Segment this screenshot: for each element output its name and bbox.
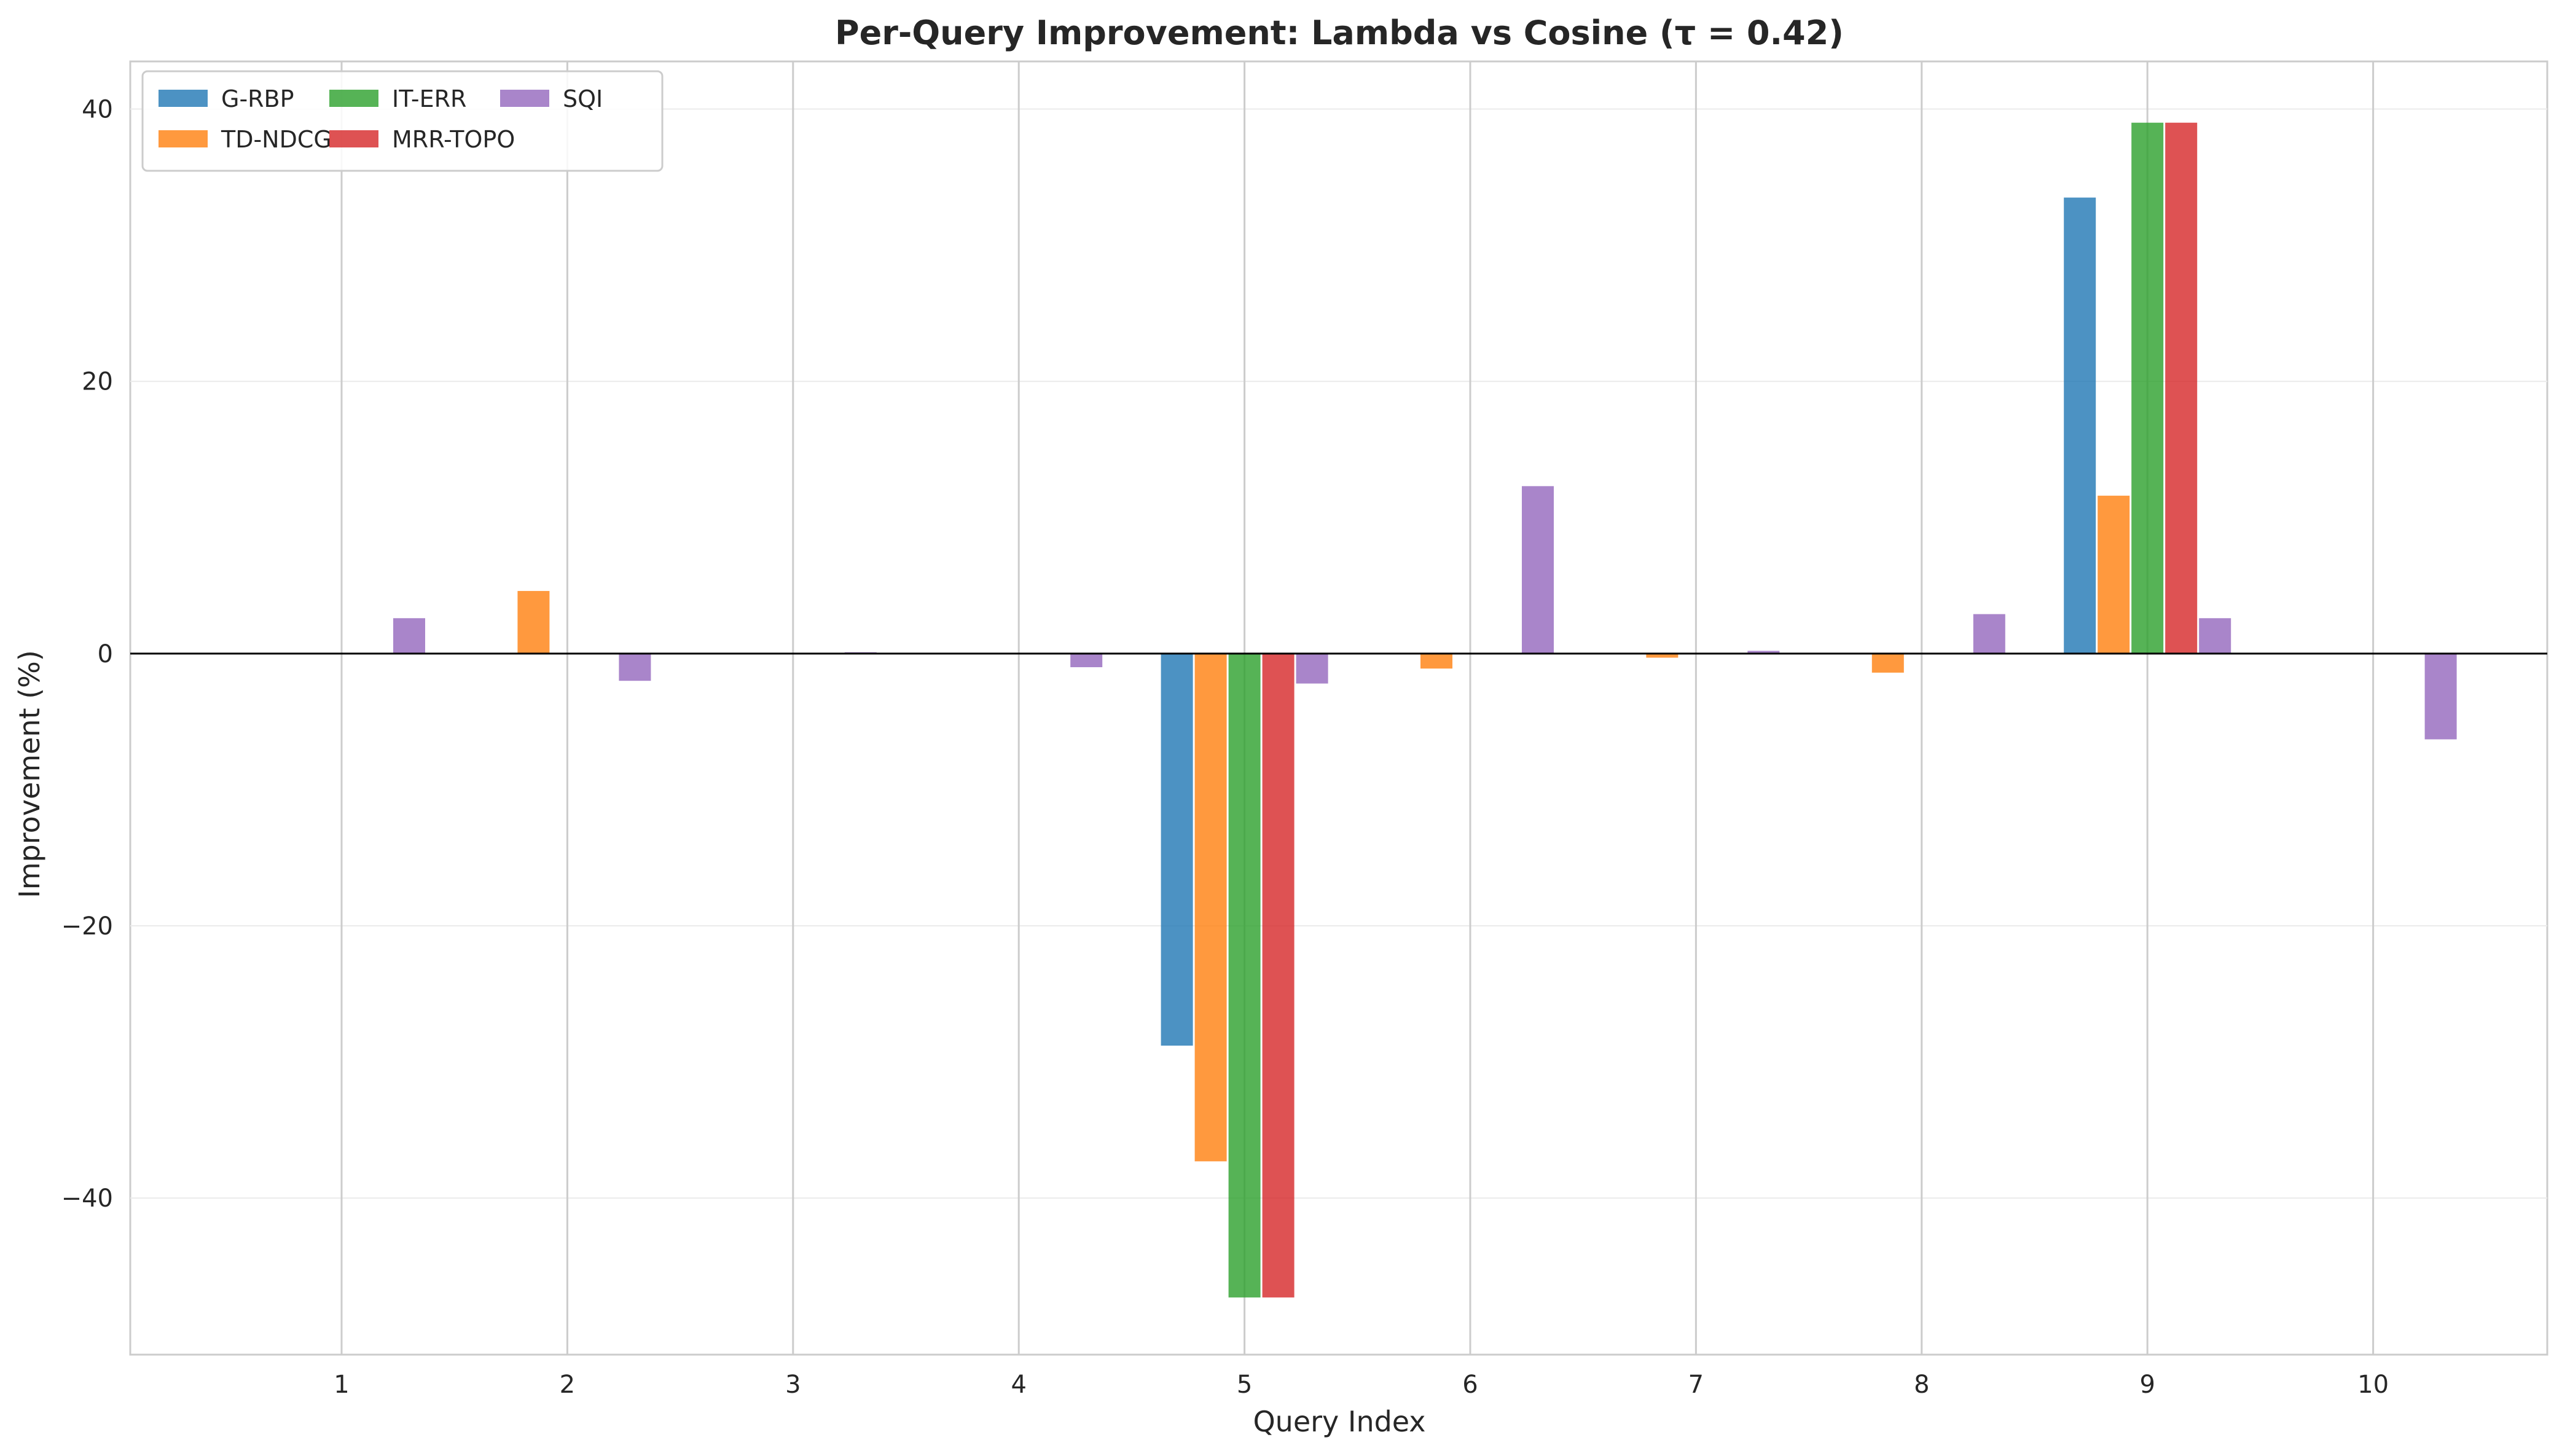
bar [1973,614,2005,654]
series-g-rbp [1161,197,2096,1046]
y-tick-label: 0 [98,640,113,668]
bar [1747,651,1780,654]
legend-label: TD-NDCG [221,126,332,153]
legend-item: IT-ERR [329,85,466,112]
series-sqi [393,486,2457,740]
legend-item: MRR-TOPO [329,126,515,153]
x-tick-label: 1 [334,1371,349,1399]
legend-item: SQI [500,85,603,112]
bar [2199,618,2231,654]
x-tick-label: 3 [785,1371,801,1399]
x-tick-label: 4 [1011,1371,1026,1399]
series-td-ndcg [517,495,2130,1162]
y-tick-label: −40 [61,1184,113,1213]
x-tick-label: 7 [1688,1371,1704,1399]
legend-swatch [500,90,549,107]
bar [1646,653,1679,658]
x-axis-label: Query Index [1253,1405,1425,1438]
legend-label: G-RBP [221,85,294,112]
legend: G-RBP TD-NDCG IT-ERR MRR-TOPO SQI [141,70,664,172]
bar [1420,653,1452,669]
x-tick-label: 5 [1237,1371,1252,1399]
bar [1194,653,1227,1162]
bar [1161,653,1193,1046]
bar [1262,653,1295,1297]
bar [2131,122,2164,654]
bar [2098,495,2130,654]
bar [2424,653,2457,740]
bar [2064,197,2096,654]
legend-item: TD-NDCG [159,126,332,153]
y-tick-label: −20 [61,912,113,941]
bar [619,653,651,681]
legend-swatch [159,90,208,107]
series-mrr-topo [1262,122,2198,1297]
x-tick-label: 8 [1914,1371,1929,1399]
x-tick-label: 9 [2139,1371,2155,1399]
legend-item: G-RBP [159,85,294,112]
legend-swatch [159,130,208,147]
bar [1871,653,1904,673]
series-it-err [1228,122,2164,1297]
legend-swatch [329,130,378,147]
x-tick-label: 2 [560,1371,575,1399]
bar [1522,486,1554,654]
plot-area: −40 −20 0 20 40 1 2 3 4 5 6 7 8 9 10 [61,60,2548,1399]
bar [1070,653,1103,668]
legend-label: IT-ERR [392,85,466,112]
y-axis-label: Improvement (%) [13,650,46,898]
legend-swatch [329,90,378,107]
y-tick-label: 40 [82,96,113,124]
legend-label: MRR-TOPO [392,126,515,153]
legend-label: SQI [563,85,603,112]
x-tick-label: 6 [1462,1371,1478,1399]
bar [393,618,425,654]
bar [1296,653,1328,684]
chart-title: Per-Query Improvement: Lambda vs Cosine … [835,14,1844,52]
bar [517,590,550,654]
y-tick-label: 20 [82,368,113,396]
bar [1228,653,1261,1297]
x-tick-label: 10 [2357,1371,2389,1399]
bar [2165,122,2198,654]
